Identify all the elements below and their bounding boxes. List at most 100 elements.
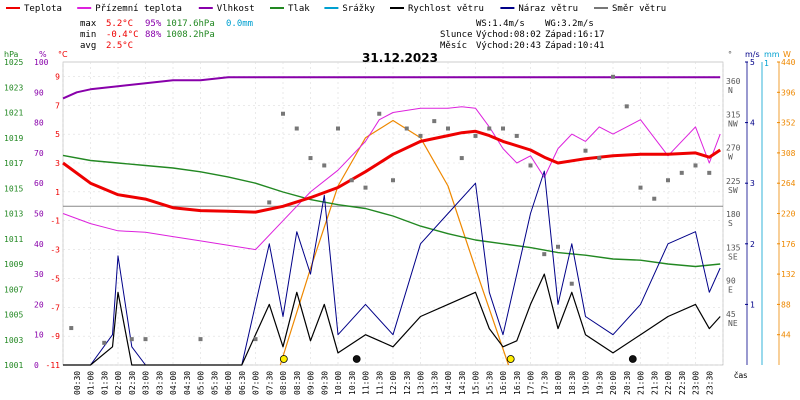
dir-tick-label: SE <box>728 252 738 261</box>
wind-direction-point <box>102 340 107 345</box>
deg-tick-label: 90 <box>726 277 736 286</box>
c-tick-label: 1 <box>55 188 60 197</box>
legend-item: Náraz větru <box>500 4 578 14</box>
legend-label: Vlhkost <box>217 4 255 14</box>
ms-tick-label: 1 <box>750 300 755 309</box>
wind-direction-point <box>198 337 203 342</box>
pct-tick-label: 40 <box>34 240 44 249</box>
x-tick-label: 21:30 <box>650 371 659 395</box>
w-tick-label: 88 <box>781 300 791 309</box>
w-tick-label: 396 <box>781 88 796 97</box>
wind-direction-point <box>542 252 547 257</box>
pct-tick-label: 20 <box>34 300 44 309</box>
w-tick-label: 220 <box>781 210 796 219</box>
legend-item: Směr větru <box>594 4 666 14</box>
w-tick-label: 176 <box>781 240 796 249</box>
pct-tick-label: 70 <box>34 149 44 158</box>
x-tick-label: 06:30 <box>238 371 247 395</box>
wind-direction-point <box>294 126 299 131</box>
x-tick-label: 08:30 <box>293 371 302 395</box>
wind-direction-point <box>253 337 258 342</box>
mm-tick-label: 1 <box>764 59 769 68</box>
w-tick-label: 264 <box>781 179 796 188</box>
x-tick-label: 18:00 <box>554 371 563 395</box>
dir-tick-label: N <box>728 86 733 95</box>
stat-min-temp: -0.4°C <box>106 30 139 40</box>
hpa-tick-label: 1011 <box>4 235 23 244</box>
series-ground-temp <box>62 106 721 251</box>
x-tick-label: 16:30 <box>513 371 522 395</box>
hpa-tick-label: 1005 <box>4 311 23 320</box>
legend-label: Směr větru <box>612 4 666 14</box>
x-tick-label: 17:00 <box>527 371 536 395</box>
axis-unit-mm: mm <box>764 50 780 59</box>
c-tick-label: 9 <box>55 72 60 81</box>
axis-unit-w: W <box>783 50 791 59</box>
wind-direction-point <box>349 178 354 183</box>
c-tick-label: 3 <box>55 159 60 168</box>
x-tick-label: 05:30 <box>210 371 219 395</box>
hpa-tick-label: 1009 <box>4 260 23 269</box>
stat-max-hum: 95% <box>145 19 162 29</box>
x-tick-label: 15:30 <box>485 371 494 395</box>
wind-direction-point <box>143 337 148 342</box>
legend-item: Rychlost větru <box>390 4 484 14</box>
x-tick-label: 12:30 <box>403 371 412 395</box>
legend-label: Teplota <box>24 4 62 14</box>
x-tick-label: 09:00 <box>307 371 316 395</box>
x-tick-label: 11:00 <box>362 371 371 395</box>
x-tick-label: 22:00 <box>664 371 673 395</box>
x-tick-label: 01:30 <box>100 371 109 395</box>
x-tick-label: 19:30 <box>595 371 604 395</box>
x-tick-label: 15:00 <box>472 371 481 395</box>
stat-min-hum: 88% <box>145 30 162 40</box>
moon-marker <box>628 355 637 363</box>
series-temperature <box>62 129 722 214</box>
x-tick-label: 18:30 <box>568 371 577 395</box>
sun-marker <box>506 355 515 363</box>
dir-tick-label: NW <box>728 119 738 128</box>
axis-unit-pct: % <box>39 50 47 59</box>
hpa-tick-label: 1013 <box>4 210 23 219</box>
x-tick-label: 20:30 <box>623 371 632 395</box>
stat-max-rain: 0.0mm <box>226 19 253 29</box>
dir-tick-label: SW <box>728 186 738 195</box>
pct-tick-label: 90 <box>34 88 44 97</box>
legend-item: Srážky <box>324 4 375 14</box>
deg-tick-label: 270 <box>726 144 741 153</box>
x-tick-label: 05:00 <box>197 371 206 395</box>
wind-direction-point <box>377 111 382 116</box>
pct-tick-label: 50 <box>34 210 44 219</box>
info-moonset: Západ:10:41 <box>545 41 605 51</box>
x-tick-label: 23:00 <box>692 371 701 395</box>
wind-direction-point <box>336 126 340 131</box>
wind-direction-point <box>624 104 629 109</box>
legend-label: Náraz větru <box>518 4 578 14</box>
legend-item: Přízemní teplota <box>77 4 182 14</box>
w-tick-label: 44 <box>781 331 791 340</box>
stat-avg-label: avg <box>80 41 96 51</box>
hpa-tick-label: 1001 <box>4 361 23 370</box>
c-tick-label: -11 <box>46 361 61 370</box>
wind-direction-point <box>404 126 409 131</box>
x-tick-label: 13:30 <box>430 371 439 395</box>
x-tick-label: 03:00 <box>142 371 151 395</box>
sun-marker <box>279 355 288 363</box>
info-wg: WG:3.2m/s <box>545 19 594 29</box>
legend-item: Teplota <box>6 4 62 14</box>
x-axis-label: čas <box>734 370 747 380</box>
x-tick-label: 16:00 <box>499 371 508 395</box>
x-tick-label: 22:30 <box>678 371 687 395</box>
wind-direction-point <box>418 133 423 138</box>
x-tick-label: 07:00 <box>252 371 261 395</box>
x-tick-label: 04:30 <box>183 371 192 395</box>
x-tick-label: 10:00 <box>334 371 343 395</box>
wind-direction-point <box>583 148 588 153</box>
x-tick-label: 12:00 <box>389 371 398 395</box>
wind-direction-point <box>308 156 313 161</box>
wind-direction-point <box>363 185 368 190</box>
x-tick-label: 13:00 <box>417 371 426 395</box>
ms-tick-label: 5 <box>750 58 755 67</box>
wind-direction-point <box>129 337 134 342</box>
hpa-tick-label: 1025 <box>4 58 23 67</box>
